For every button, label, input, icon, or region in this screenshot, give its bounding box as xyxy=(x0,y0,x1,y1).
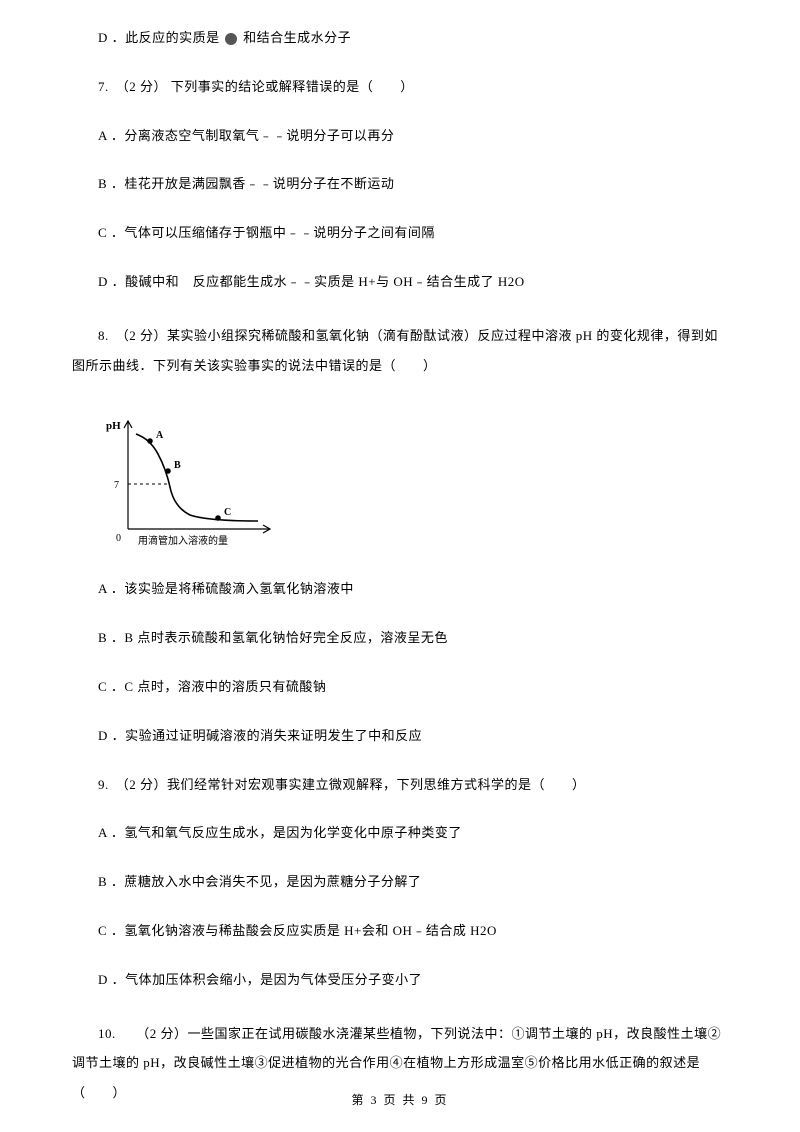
q6-optD-post: 和结合生成水分子 xyxy=(239,30,351,45)
q8-optB: B ．B 点时表示硫酸和氢氧化钠恰好完全反应，溶液呈无色 xyxy=(72,628,728,649)
ph-curve-chart: pH 0 7 用滴管加入溶液的量 A B C xyxy=(98,409,278,549)
svg-text:7: 7 xyxy=(114,480,119,491)
q9-optD: D ．气体加压体积会缩小，是因为气体受压分子变小了 xyxy=(72,970,728,991)
q9-optA: A ．氢气和氧气反应生成水，是因为化学变化中原子种类变了 xyxy=(72,823,728,844)
black-circle-icon xyxy=(225,33,237,45)
q7-optA: A ．分离液态空气制取氧气﹣﹣说明分子可以再分 xyxy=(72,126,728,147)
svg-text:B: B xyxy=(174,460,181,471)
q9-optC: C ．氢氧化钠溶液与稀盐酸会反应实质是 H+会和 OH﹣结合成 H2O xyxy=(72,921,728,942)
q6-optD-pre: D ．此反应的实质是 xyxy=(98,30,223,45)
q8-stem: 8. （2 分）某实验小组探究稀硫酸和氢氧化钠（滴有酚酞试液）反应过程中溶液 p… xyxy=(72,321,728,381)
q7-optC: C ．气体可以压缩储存于钢瓶中﹣﹣说明分子之间有间隔 xyxy=(72,223,728,244)
q9-optB: B ．蔗糖放入水中会消失不见，是因为蔗糖分子分解了 xyxy=(72,872,728,893)
svg-text:用滴管加入溶液的量: 用滴管加入溶液的量 xyxy=(138,534,228,547)
q8-optA: A ．该实验是将稀硫酸滴入氢氧化钠溶液中 xyxy=(72,579,728,600)
q7-stem: 7. （2 分） 下列事实的结论或解释错误的是（ ） xyxy=(72,77,728,98)
q9-stem: 9. （2 分）我们经常针对宏观事实建立微观解释，下列思维方式科学的是（ ） xyxy=(72,775,728,796)
q6-optD: D ．此反应的实质是 和结合生成水分子 xyxy=(72,28,728,49)
q8-chart: pH 0 7 用滴管加入溶液的量 A B C xyxy=(98,409,728,556)
q7-optD: D ．酸碱中和 反应都能生成水﹣﹣实质是 H+与 OH﹣结合生成了 H2O xyxy=(72,272,728,293)
svg-text:C: C xyxy=(224,507,231,518)
q7-optB: B ．桂花开放是满园飘香﹣﹣说明分子在不断运动 xyxy=(72,174,728,195)
page-footer: 第 3 页 共 9 页 xyxy=(0,1091,800,1110)
q8-optC: C ．C 点时，溶液中的溶质只有硫酸钠 xyxy=(72,677,728,698)
svg-text:0: 0 xyxy=(116,533,121,544)
svg-text:A: A xyxy=(156,430,164,441)
q8-optD: D ．实验通过证明碱溶液的消失来证明发生了中和反应 xyxy=(72,726,728,747)
svg-text:pH: pH xyxy=(106,420,121,432)
